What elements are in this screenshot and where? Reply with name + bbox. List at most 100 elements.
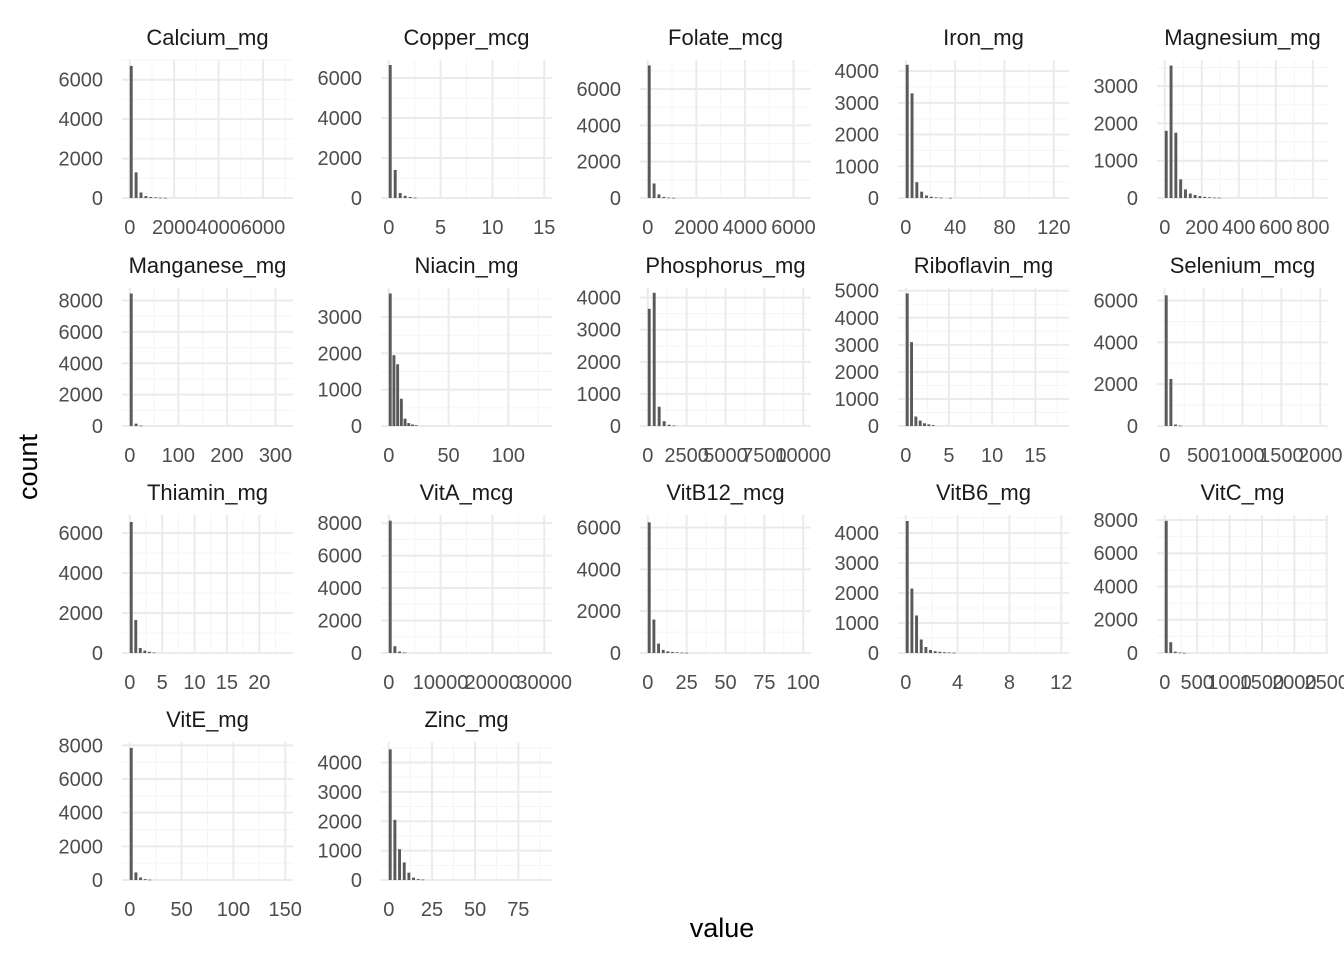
histogram-bar: [399, 398, 403, 426]
x-tick-label: 0: [1159, 217, 1170, 239]
histogram-bar: [924, 647, 928, 653]
histogram-bar: [652, 183, 656, 198]
histogram-bar: [667, 424, 671, 426]
histogram-bar: [163, 197, 167, 199]
x-axis-title: value: [690, 913, 755, 943]
y-tick-label: 0: [92, 188, 103, 210]
x-tick-label: 200: [1185, 217, 1218, 239]
histogram-bar: [144, 196, 148, 198]
histogram-bar: [154, 197, 158, 199]
y-tick-label: 4000: [1094, 576, 1139, 598]
y-tick-label: 2000: [1094, 374, 1139, 396]
histogram-bar: [129, 522, 133, 653]
x-tick-label: 10: [183, 672, 205, 694]
y-tick-label: 0: [92, 416, 103, 438]
histogram-bar: [905, 64, 909, 198]
facet-title: Phosphorus_mg: [645, 253, 805, 278]
histogram-bar: [407, 423, 411, 426]
x-tick-label: 25: [676, 672, 698, 694]
x-tick-label: 5: [157, 672, 168, 694]
histogram-bar: [393, 819, 397, 880]
histogram-bar: [1184, 189, 1187, 198]
histogram-bar: [918, 420, 922, 426]
x-tick-label: 0: [383, 899, 394, 921]
y-tick-label: 1000: [835, 156, 880, 178]
y-tick-label: 6000: [59, 523, 104, 545]
histogram-bar: [388, 749, 392, 880]
y-tick-label: 4000: [577, 115, 622, 137]
histogram-bar: [1203, 196, 1207, 198]
y-tick-label: 2000: [577, 152, 622, 174]
x-tick-label: 0: [900, 672, 911, 694]
x-tick-label: 40: [944, 217, 966, 239]
histogram-bar: [1164, 520, 1168, 653]
histogram-bar: [138, 648, 142, 653]
histogram-bar: [667, 197, 671, 199]
y-tick-label: 0: [1127, 188, 1138, 210]
histogram-bar: [1193, 195, 1197, 198]
y-tick-label: 4000: [1094, 332, 1139, 354]
y-tick-label: 6000: [577, 518, 622, 540]
y-tick-label: 2000: [318, 343, 363, 365]
x-tick-label: 500: [1187, 445, 1220, 467]
y-tick-label: 2000: [1094, 610, 1139, 632]
x-tick-label: 20: [248, 672, 270, 694]
x-tick-label: 7500: [742, 445, 787, 467]
histogram-bar: [685, 652, 688, 654]
histogram-bar: [1169, 65, 1173, 198]
x-tick-label: 8: [1004, 672, 1015, 694]
histogram-bar: [1164, 130, 1168, 198]
y-tick-label: 2000: [59, 836, 104, 858]
x-tick-label: 0: [900, 217, 911, 239]
x-tick-label: 0: [124, 445, 135, 467]
x-tick-label: 5: [435, 217, 446, 239]
histogram-bar: [139, 877, 143, 880]
histogram-bar: [129, 747, 133, 880]
histogram-bar: [402, 652, 406, 654]
histogram-bar: [672, 425, 676, 427]
histogram-bar: [1178, 652, 1182, 654]
x-tick-label: 1500: [1240, 672, 1285, 694]
histogram-bar: [139, 425, 143, 427]
histogram-bar: [414, 425, 418, 426]
histogram-bar: [920, 191, 924, 198]
y-tick-label: 2000: [59, 149, 104, 171]
facet-title: VitE_mg: [166, 707, 249, 732]
histogram-bar: [398, 193, 402, 198]
facet-title: Riboflavin_mg: [914, 253, 1053, 278]
x-tick-label: 200: [210, 445, 243, 467]
histogram-bar: [388, 65, 392, 198]
histogram-bar: [657, 406, 661, 426]
histogram-bar: [914, 416, 918, 426]
y-tick-label: 3000: [577, 320, 622, 342]
x-tick-label: 12: [1050, 672, 1072, 694]
histogram-bar: [408, 197, 412, 198]
x-tick-label: 0: [383, 217, 394, 239]
y-tick-label: 2000: [835, 583, 880, 605]
x-tick-label: 1500: [1259, 445, 1304, 467]
histogram-bar: [393, 170, 397, 198]
histogram-bar: [152, 652, 156, 654]
x-tick-label: 0: [642, 217, 653, 239]
histogram-bar: [927, 424, 931, 426]
histogram-bar: [1178, 425, 1182, 427]
histogram-bar: [671, 651, 674, 653]
y-tick-label: 3000: [835, 335, 880, 357]
x-tick-label: 50: [437, 445, 459, 467]
y-tick-label: 4000: [59, 563, 104, 585]
histogram-bar: [662, 421, 666, 426]
histogram-bar: [388, 293, 392, 426]
y-tick-label: 0: [610, 416, 621, 438]
histogram-bar: [398, 651, 402, 653]
histogram-bar: [1173, 651, 1177, 653]
facet-panel: Manganese_mg 0 2000 4000 6000 8000 0 100 200 300: [59, 253, 293, 467]
histogram-bar: [1182, 652, 1186, 654]
histogram-bar: [148, 879, 152, 881]
x-tick-label: 0: [124, 672, 135, 694]
x-tick-label: 6000: [771, 217, 816, 239]
facet-panel: Phosphorus_mg 0 1000 2000 3000 4000 0 250050007…: [577, 253, 832, 467]
